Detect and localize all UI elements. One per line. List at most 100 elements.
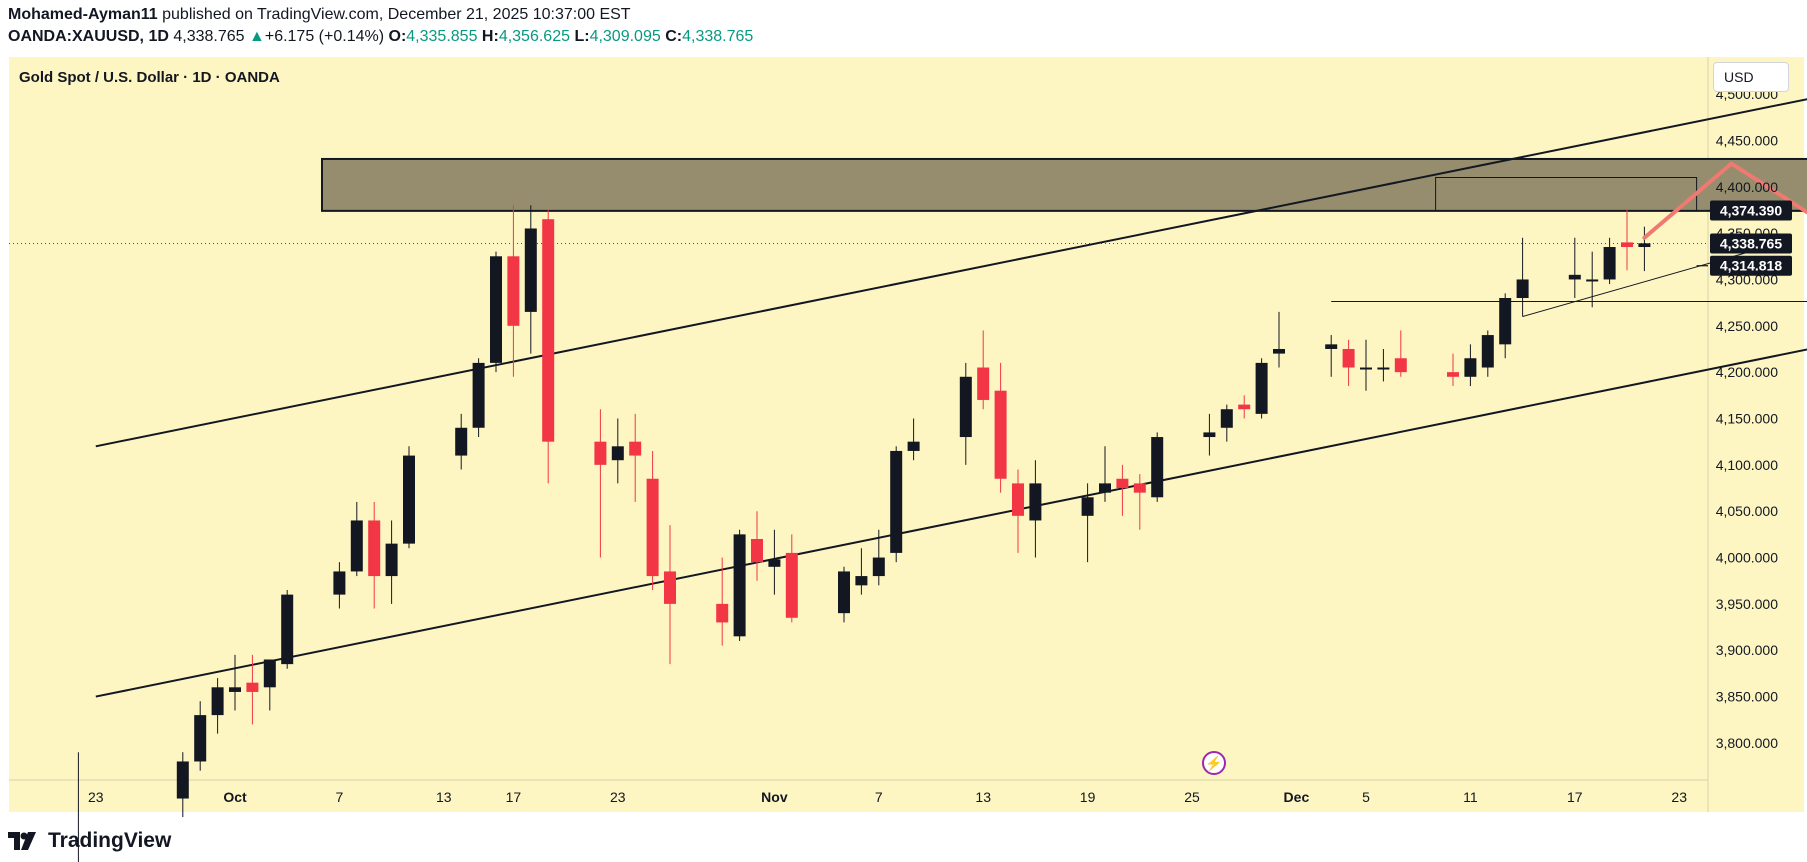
candle[interactable]: [1603, 247, 1616, 280]
candle[interactable]: [1638, 243, 1651, 248]
candle[interactable]: [1081, 497, 1094, 516]
candle[interactable]: [1360, 367, 1372, 370]
publish-info: Mohamed-Ayman11 published on TradingView…: [8, 6, 631, 24]
supply-zone[interactable]: [321, 157, 1807, 212]
candle[interactable]: [455, 427, 468, 456]
candle[interactable]: [1220, 409, 1233, 428]
candle[interactable]: [1116, 478, 1129, 489]
x-tick-label: 13: [436, 789, 452, 805]
candle[interactable]: [1377, 367, 1390, 370]
candle[interactable]: [977, 367, 990, 400]
projection-arrow[interactable]: [1642, 161, 1807, 354]
candle[interactable]: [1273, 348, 1285, 354]
candle[interactable]: [611, 446, 624, 461]
candle[interactable]: [333, 571, 346, 595]
x-tick-label: 23: [610, 789, 626, 805]
candle[interactable]: [1516, 279, 1529, 298]
chart-title: Gold Spot / U.S. Dollar · 1D · OANDA: [19, 69, 280, 86]
x-tick-label: 7: [336, 789, 344, 805]
candle[interactable]: [629, 441, 642, 456]
candle[interactable]: [768, 559, 781, 567]
y-tick-label: 3,950.000: [1716, 596, 1778, 612]
candle[interactable]: [1099, 483, 1111, 493]
y-tick-label: 3,800.000: [1716, 735, 1778, 751]
candle[interactable]: [907, 441, 920, 451]
candle[interactable]: [211, 687, 224, 716]
price-label-tag: [1710, 233, 1792, 254]
candle[interactable]: [1238, 404, 1251, 410]
candle[interactable]: [490, 256, 502, 363]
candle[interactable]: [1447, 372, 1459, 377]
candle[interactable]: [368, 520, 381, 577]
channel-upper-line[interactable]: [95, 62, 1807, 448]
x-tick-label: 23: [88, 789, 104, 805]
candle[interactable]: [785, 552, 798, 618]
y-tick-label: 4,100.000: [1716, 457, 1778, 473]
candle[interactable]: [872, 557, 885, 577]
high-label: H:: [481, 28, 499, 45]
candle[interactable]: [664, 571, 676, 604]
candle[interactable]: [350, 520, 363, 572]
candle[interactable]: [1394, 358, 1407, 373]
candle[interactable]: [403, 455, 415, 544]
channel-lower-line[interactable]: [95, 312, 1807, 698]
x-tick-label: 23: [1671, 789, 1687, 805]
candle[interactable]: [507, 256, 520, 326]
candle[interactable]: [385, 543, 398, 577]
author-name[interactable]: Mohamed-Ayman11: [8, 6, 158, 23]
candle[interactable]: [716, 603, 729, 623]
candle[interactable]: [751, 539, 763, 563]
candle[interactable]: [1621, 242, 1633, 248]
y-tick-label: 4,400.000: [1716, 179, 1778, 195]
candle[interactable]: [855, 576, 868, 586]
footer-brand[interactable]: TradingView: [8, 826, 171, 856]
candle[interactable]: [1012, 483, 1024, 516]
candle[interactable]: [594, 441, 607, 465]
candle[interactable]: [472, 362, 485, 428]
candle[interactable]: [524, 228, 537, 312]
y-tick-label: 3,900.000: [1716, 642, 1778, 658]
candle[interactable]: [1464, 358, 1477, 377]
candle[interactable]: [646, 478, 659, 577]
published-text: published on TradingView.com, December 2…: [157, 6, 631, 23]
candle[interactable]: [1133, 483, 1146, 493]
candle[interactable]: [1151, 437, 1164, 498]
candle[interactable]: [263, 659, 276, 688]
candle[interactable]: [246, 682, 259, 692]
price-change: +6.175 (+0.14%): [264, 28, 385, 45]
candle[interactable]: [176, 761, 189, 799]
candle[interactable]: [1029, 483, 1042, 521]
candle[interactable]: [1255, 362, 1268, 414]
x-tick-label: 19: [1080, 789, 1096, 805]
candle[interactable]: [959, 376, 972, 438]
candle[interactable]: [1499, 298, 1512, 345]
currency-button[interactable]: USD: [1713, 62, 1789, 92]
candle[interactable]: [1203, 432, 1216, 438]
candle[interactable]: [281, 594, 294, 665]
candle[interactable]: [542, 219, 555, 442]
x-tick-label: Dec: [1284, 789, 1310, 805]
candle[interactable]: [733, 534, 746, 637]
time-axis[interactable]: [9, 780, 1708, 812]
candle[interactable]: [1342, 348, 1355, 368]
candle[interactable]: [1481, 335, 1494, 368]
price-label: 4,338.765: [1720, 236, 1782, 252]
y-tick-label: 4,200.000: [1716, 364, 1778, 380]
x-tick-label: 13: [975, 789, 991, 805]
candle[interactable]: [838, 571, 850, 614]
flash-icon[interactable]: ⚡: [1202, 751, 1226, 775]
candle[interactable]: [1325, 344, 1338, 349]
candle[interactable]: [229, 687, 241, 692]
y-tick-label: 4,000.000: [1716, 550, 1778, 566]
candle[interactable]: [1586, 279, 1599, 282]
close-value: 4,338.765: [682, 28, 754, 45]
close-label: C:: [665, 28, 683, 45]
candle[interactable]: [194, 715, 207, 762]
candle[interactable]: [890, 450, 903, 553]
x-tick-label: 11: [1463, 789, 1478, 805]
candle[interactable]: [994, 390, 1007, 479]
candle[interactable]: [1568, 274, 1581, 280]
symbol-info: OANDA:XAUUSD, 1D 4,338.765 ▲+6.175 (+0.1…: [8, 28, 753, 46]
x-tick-label: 25: [1184, 789, 1200, 805]
